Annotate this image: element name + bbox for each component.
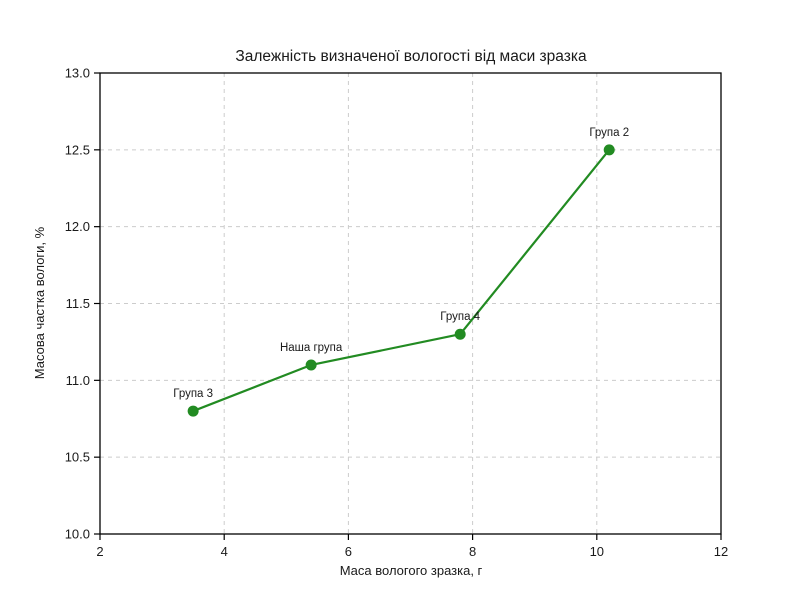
y-tick-label: 10.5: [65, 450, 90, 465]
grid-layer: [99, 72, 722, 535]
x-tick-label: 2: [96, 544, 103, 559]
chart-title: Залежність визначеної вологості від маси…: [235, 48, 587, 65]
annotation-layer: Група 3 Наша група Група 4 Група 2: [173, 127, 629, 400]
y-tick-label: 11.5: [66, 296, 90, 311]
x-tick-label: 6: [345, 544, 352, 559]
y-tick-label: 12.0: [65, 219, 90, 234]
x-tick-label: 8: [469, 544, 476, 559]
y-tick-label: 12.5: [65, 142, 90, 157]
x-axis-label: Маса вологого зразка, г: [340, 563, 483, 578]
x-tick-label: 12: [714, 544, 728, 559]
y-axis-label: Масова частка вологи, %: [32, 226, 47, 379]
data-point-marker: [454, 328, 466, 340]
x-tick-label: 10: [590, 544, 604, 559]
point-label: Група 2: [589, 127, 629, 139]
data-point-marker: [187, 405, 199, 417]
data-point-marker: [603, 144, 615, 156]
data-line: [192, 148, 611, 413]
data-point-marker: [305, 359, 317, 371]
y-tick-label: 13.0: [65, 66, 90, 81]
point-label: Група 3: [173, 388, 213, 400]
point-label: Наша група: [280, 342, 343, 354]
y-tick-label: 11.0: [66, 373, 90, 388]
y-tick-label: 10.0: [65, 527, 90, 542]
axis-layer: 2 4 6 8 10 12 10.0 10.5 11.0 11.5 12.0 12.5 13.0: [65, 66, 729, 560]
point-label: Група 4: [440, 311, 480, 323]
x-tick-label: 4: [221, 544, 228, 559]
plot-frame: [99, 72, 722, 535]
data-series-layer: [187, 144, 615, 417]
